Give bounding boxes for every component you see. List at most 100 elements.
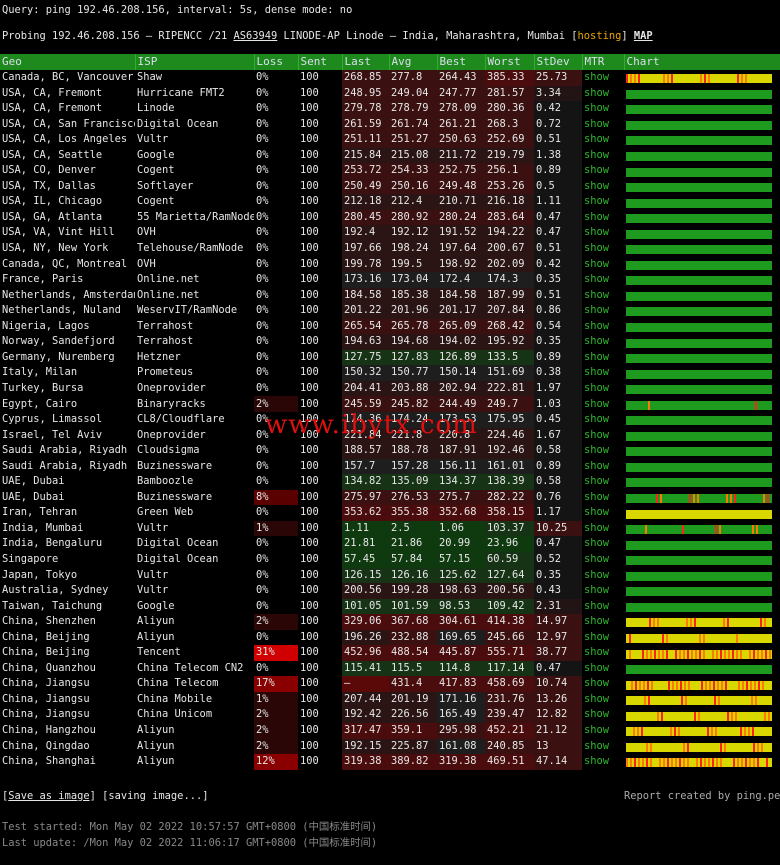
column-header-best[interactable]: Best <box>437 54 486 70</box>
cell-mtr[interactable]: show <box>584 599 610 612</box>
cell-avg: 389.82 <box>389 754 437 770</box>
cell-geo: India, Mumbai <box>2 521 84 534</box>
cell-mtr[interactable]: show <box>584 226 610 239</box>
table-row: China, Jiangsu China Mobile 1% 100 207.44 201… <box>0 691 780 708</box>
cell-geo: Israel, Tel Aviv <box>2 428 103 441</box>
cell-mtr[interactable]: show <box>584 708 610 721</box>
cell-sent: 100 <box>300 459 319 472</box>
cell-mtr[interactable]: show <box>584 179 610 192</box>
cell-mtr[interactable]: show <box>584 646 610 659</box>
column-header-stdev[interactable]: StDev <box>534 54 583 70</box>
cell-mtr[interactable]: show <box>584 397 610 410</box>
cell-avg: 201.19 <box>389 691 437 708</box>
sparkline-spike <box>701 680 703 690</box>
sparkline-spike <box>654 649 656 659</box>
sparkline-spike <box>637 727 639 737</box>
cell-mtr[interactable]: show <box>584 552 610 565</box>
cell-mtr[interactable]: show <box>584 257 610 270</box>
cell-mtr[interactable]: show <box>584 117 610 130</box>
cell-mtr[interactable]: show <box>584 739 610 752</box>
cell-mtr[interactable]: show <box>584 335 610 348</box>
cell-geo: China, Shenzhen <box>2 615 96 628</box>
cell-mtr[interactable]: show <box>584 288 610 301</box>
cell-mtr[interactable]: show <box>584 568 610 581</box>
column-header-sent[interactable]: Sent <box>298 54 343 70</box>
sparkline-spike <box>713 680 715 690</box>
column-header-avg[interactable]: Avg <box>389 54 438 70</box>
cell-mtr[interactable]: show <box>584 506 610 519</box>
cell-mtr[interactable]: show <box>584 195 610 208</box>
cell-mtr[interactable]: show <box>584 677 610 690</box>
cell-sent: 100 <box>300 755 319 768</box>
sparkline-spike <box>715 727 717 737</box>
cell-mtr[interactable]: show <box>584 102 610 115</box>
cell-mtr[interactable]: show <box>584 692 610 705</box>
cell-mtr[interactable]: show <box>584 475 610 488</box>
cell-loss: 2% <box>254 738 298 755</box>
table-row: Netherlands, Nuland WeservIT/RamNode 0% 100… <box>0 303 780 319</box>
cell-mtr[interactable]: show <box>584 615 610 628</box>
latency-sparkline <box>626 198 772 208</box>
cell-mtr[interactable]: show <box>584 661 610 674</box>
cell-best: 247.77 <box>437 85 485 102</box>
cell-mtr[interactable]: show <box>584 366 610 379</box>
save-as-image-link[interactable]: Save as image <box>8 790 90 802</box>
cell-mtr[interactable]: show <box>584 413 610 426</box>
cell-isp: OVH <box>137 226 156 239</box>
cell-mtr[interactable]: show <box>584 148 610 161</box>
cell-mtr[interactable]: show <box>584 444 610 457</box>
cell-worst: 133.5 <box>485 349 534 366</box>
cell-mtr[interactable]: show <box>584 210 610 223</box>
column-header-loss[interactable]: Loss <box>254 54 299 70</box>
column-header-last[interactable]: Last <box>342 54 390 70</box>
cell-mtr[interactable]: show <box>584 428 610 441</box>
cell-sent: 100 <box>300 584 319 597</box>
cell-mtr[interactable]: show <box>584 459 610 472</box>
column-header-worst[interactable]: Worst <box>485 54 535 70</box>
cell-mtr[interactable]: show <box>584 71 610 84</box>
cell-chart <box>624 412 780 428</box>
cell-sent: 100 <box>300 164 319 177</box>
sparkline-spike <box>697 494 699 504</box>
column-header-geo[interactable]: Geo <box>0 54 136 70</box>
sparkline-spike <box>749 649 751 659</box>
cell-avg: 174.24 <box>389 412 437 428</box>
cell-sent: 100 <box>300 226 319 239</box>
cell-isp: Vultr <box>137 568 169 581</box>
cell-mtr[interactable]: show <box>584 723 610 736</box>
cell-geo: China, Quanzhou <box>2 661 96 674</box>
cell-last: – <box>342 676 389 692</box>
cell-mtr[interactable]: show <box>584 86 610 99</box>
column-header-mtr[interactable]: MTR <box>582 54 625 70</box>
cell-mtr[interactable]: show <box>584 304 610 317</box>
cell-stdev: 1.38 <box>534 147 582 164</box>
cell-last: 184.58 <box>342 287 389 304</box>
column-header-chart[interactable]: Chart <box>624 54 780 70</box>
map-link[interactable]: MAP <box>633 30 653 42</box>
cell-mtr[interactable]: show <box>584 630 610 643</box>
cell-mtr[interactable]: show <box>584 755 610 768</box>
asn-link[interactable]: AS63949 <box>233 30 278 42</box>
cell-chart <box>624 365 780 381</box>
cell-mtr[interactable]: show <box>584 350 610 363</box>
latency-sparkline <box>626 214 772 224</box>
cell-mtr[interactable]: show <box>584 490 610 503</box>
cell-last: 157.7 <box>342 458 389 475</box>
cell-mtr[interactable]: show <box>584 273 610 286</box>
cell-mtr[interactable]: show <box>584 242 610 255</box>
cell-mtr[interactable]: show <box>584 164 610 177</box>
cell-mtr[interactable]: show <box>584 521 610 534</box>
cell-mtr[interactable]: show <box>584 584 610 597</box>
cell-last: 200.56 <box>342 583 389 599</box>
cell-mtr[interactable]: show <box>584 537 610 550</box>
table-row: Saudi Arabia, Riyadh Cloudsigma 0% 100 188.5… <box>0 443 780 459</box>
cell-best: 275.7 <box>437 489 485 506</box>
latency-sparkline <box>626 571 772 581</box>
cell-mtr[interactable]: show <box>584 133 610 146</box>
column-header-isp[interactable]: ISP <box>135 54 255 70</box>
sparkline-spike <box>647 680 649 690</box>
cell-stdev: 0.86 <box>534 303 582 319</box>
cell-geo: USA, IL, Chicago <box>2 195 103 208</box>
cell-mtr[interactable]: show <box>584 381 610 394</box>
cell-mtr[interactable]: show <box>584 319 610 332</box>
